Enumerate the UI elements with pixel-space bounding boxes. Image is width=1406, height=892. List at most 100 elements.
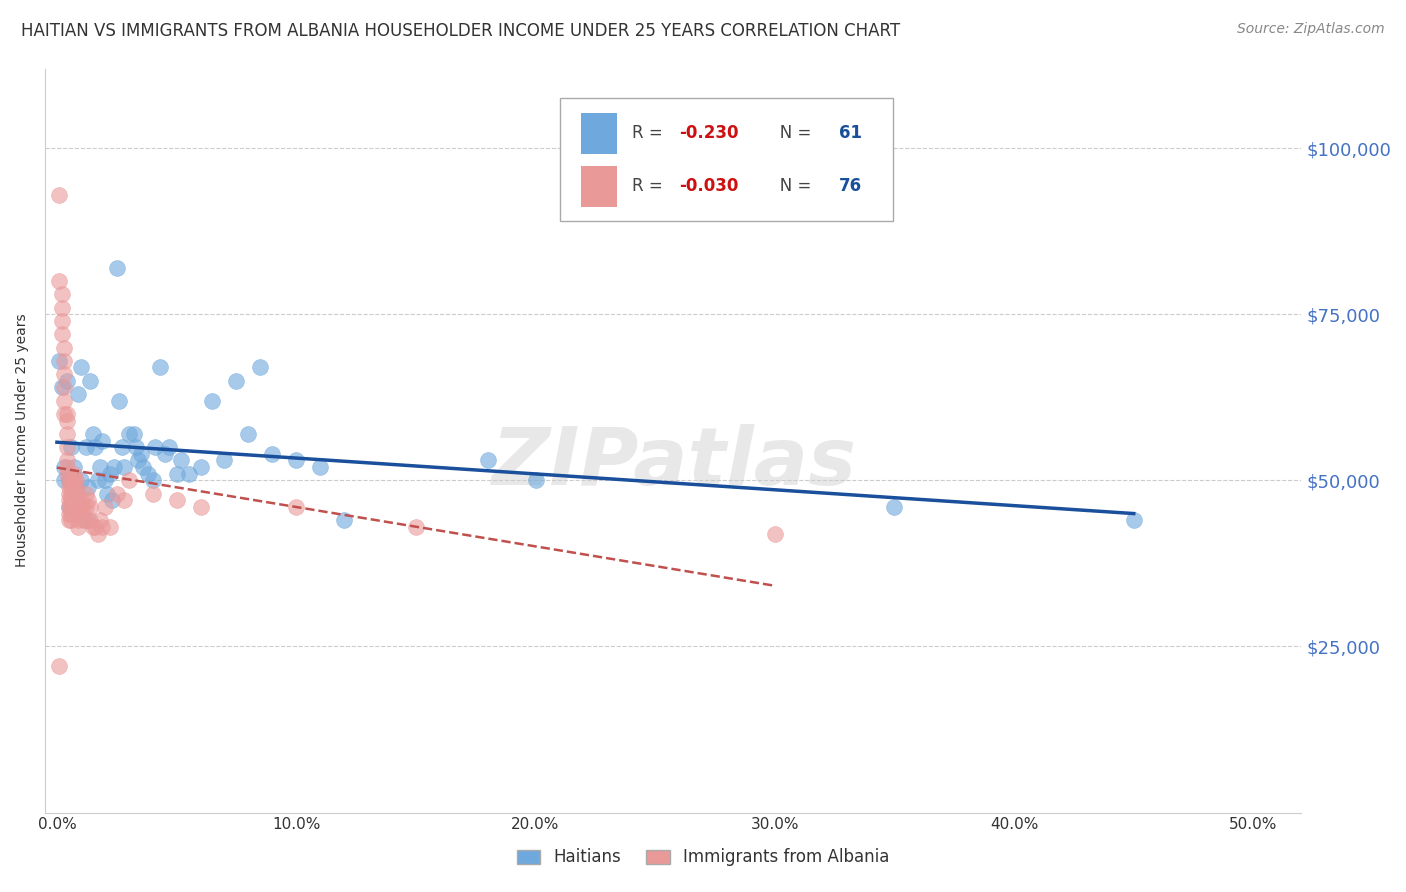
- Point: [98, 467, 121, 481]
- Point: [91, 520, 114, 534]
- Point: [70, 507, 93, 521]
- Point: [58, 493, 80, 508]
- Point: [153, 447, 176, 461]
- Point: [883, 500, 905, 514]
- Point: [112, 460, 135, 475]
- Point: [142, 474, 165, 488]
- Point: [67, 513, 90, 527]
- Point: [77, 480, 100, 494]
- Point: [96, 486, 118, 500]
- Point: [91, 434, 114, 448]
- Point: [58, 474, 80, 488]
- Point: [108, 393, 131, 408]
- Point: [524, 474, 547, 488]
- Point: [1122, 513, 1144, 527]
- Point: [142, 486, 165, 500]
- Point: [67, 387, 90, 401]
- Point: [48, 659, 70, 673]
- Point: [48, 274, 70, 288]
- Point: [65, 493, 87, 508]
- Point: [262, 447, 284, 461]
- Point: [82, 426, 104, 441]
- Point: [67, 486, 90, 500]
- Point: [70, 493, 93, 508]
- Point: [60, 474, 83, 488]
- Point: [177, 467, 200, 481]
- Point: [89, 460, 111, 475]
- Point: [149, 360, 172, 375]
- Point: [58, 500, 80, 514]
- Point: [84, 440, 107, 454]
- Point: [53, 341, 76, 355]
- Point: [55, 453, 77, 467]
- Point: [84, 520, 107, 534]
- Point: [51, 301, 73, 315]
- Point: [65, 480, 87, 494]
- Text: R =: R =: [631, 124, 668, 142]
- Point: [48, 353, 70, 368]
- Point: [75, 513, 97, 527]
- Legend: Haitians, Immigrants from Albania: Haitians, Immigrants from Albania: [509, 840, 897, 875]
- Y-axis label: Householder Income Under 25 years: Householder Income Under 25 years: [15, 314, 30, 567]
- Point: [51, 380, 73, 394]
- Point: [65, 500, 87, 514]
- Point: [60, 440, 83, 454]
- Point: [94, 500, 117, 514]
- Point: [89, 513, 111, 527]
- Point: [60, 493, 83, 508]
- Point: [62, 460, 84, 475]
- Point: [190, 500, 212, 514]
- Point: [58, 480, 80, 494]
- Point: [94, 474, 117, 488]
- Point: [112, 493, 135, 508]
- Point: [72, 513, 94, 527]
- Point: [157, 440, 180, 454]
- Point: [60, 513, 83, 527]
- Point: [55, 426, 77, 441]
- Text: ZIPatlas: ZIPatlas: [491, 424, 856, 502]
- Point: [98, 520, 121, 534]
- Point: [60, 500, 83, 514]
- Point: [129, 447, 152, 461]
- Point: [62, 480, 84, 494]
- Point: [65, 493, 87, 508]
- Point: [60, 480, 83, 494]
- Point: [55, 460, 77, 475]
- Point: [62, 467, 84, 481]
- Point: [75, 500, 97, 514]
- Point: [51, 327, 73, 342]
- Point: [62, 500, 84, 514]
- Point: [55, 440, 77, 454]
- Point: [201, 393, 224, 408]
- Point: [77, 513, 100, 527]
- Point: [82, 520, 104, 534]
- Point: [55, 467, 77, 481]
- Text: 76: 76: [839, 178, 862, 195]
- Point: [166, 467, 188, 481]
- Bar: [582, 112, 617, 153]
- Point: [190, 460, 212, 475]
- Point: [143, 440, 166, 454]
- Point: [51, 287, 73, 301]
- Point: [86, 474, 108, 488]
- Point: [53, 393, 76, 408]
- Point: [122, 426, 145, 441]
- Point: [62, 474, 84, 488]
- Point: [79, 374, 101, 388]
- Point: [110, 440, 132, 454]
- Bar: [582, 166, 617, 207]
- Point: [70, 500, 93, 514]
- Point: [58, 507, 80, 521]
- Point: [132, 460, 155, 475]
- Point: [285, 453, 308, 467]
- Point: [65, 474, 87, 488]
- Point: [763, 526, 786, 541]
- Text: N =: N =: [763, 178, 817, 195]
- Point: [405, 520, 427, 534]
- Point: [125, 440, 148, 454]
- Point: [55, 407, 77, 421]
- Point: [309, 460, 332, 475]
- FancyBboxPatch shape: [560, 98, 893, 221]
- Point: [214, 453, 236, 467]
- Point: [477, 453, 499, 467]
